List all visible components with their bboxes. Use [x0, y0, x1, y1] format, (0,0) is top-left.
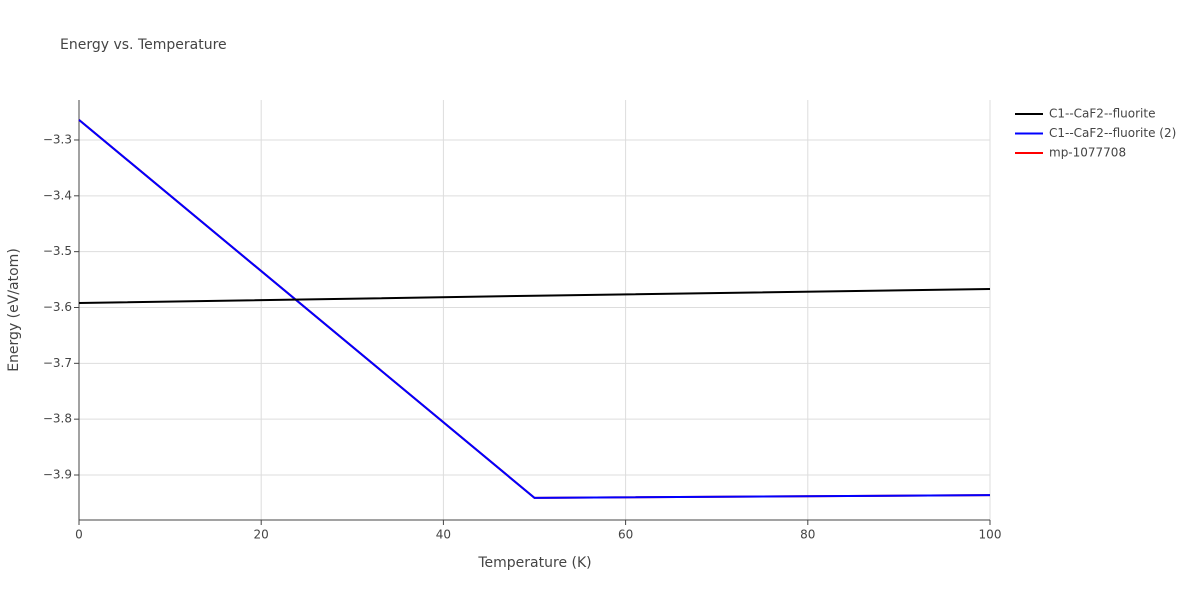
chart-title: Energy vs. Temperature: [60, 37, 227, 53]
y-tick-label: −3.8: [43, 412, 72, 426]
series-line: [78, 288, 991, 305]
x-axis-label: Temperature (K): [477, 555, 591, 571]
y-tick-label: −3.9: [43, 467, 72, 481]
legend-label: C1--CaF2--fluorite: [1049, 107, 1155, 121]
x-tick-label: 60: [618, 528, 633, 542]
y-tick-label: −3.3: [43, 132, 72, 146]
x-tick-label: 0: [75, 528, 83, 542]
y-axis-label: Energy (eV/atom): [6, 248, 22, 372]
y-tick-label: −3.6: [43, 300, 72, 314]
legend-label: C1--CaF2--fluorite (2): [1049, 126, 1176, 140]
y-tick-label: −3.7: [43, 356, 72, 370]
legend-label: mp-1077708: [1049, 146, 1126, 160]
x-tick-label: 80: [800, 528, 815, 542]
series-line: [78, 119, 991, 499]
y-tick-label: −3.5: [43, 244, 72, 258]
y-tick-label: −3.4: [43, 188, 72, 202]
x-tick-label: 40: [436, 528, 451, 542]
x-tick-label: 20: [254, 528, 269, 542]
x-tick-label: 100: [979, 528, 1002, 542]
series-line: [78, 119, 991, 499]
